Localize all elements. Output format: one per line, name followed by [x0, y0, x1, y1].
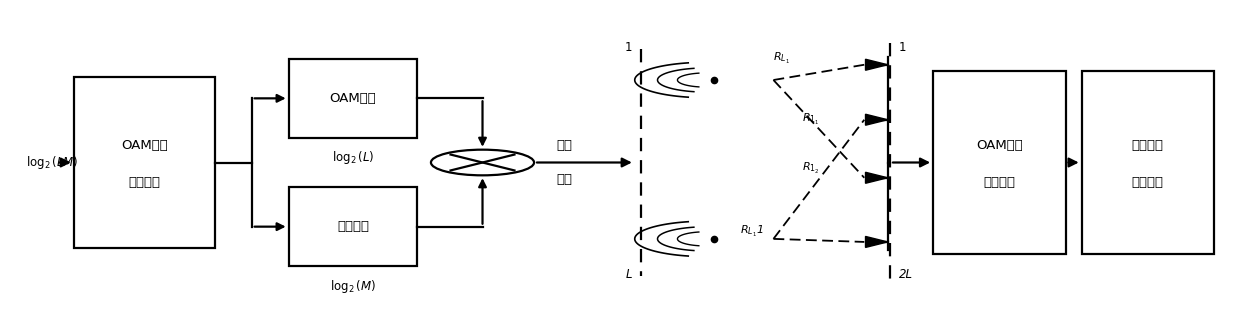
Text: 解调模块: 解调模块: [1132, 176, 1164, 189]
Text: 发送: 发送: [557, 139, 573, 152]
Text: $R_{1_1}$: $R_{1_1}$: [802, 112, 820, 127]
Text: $\log_2(M)$: $\log_2(M)$: [330, 278, 376, 295]
Polygon shape: [866, 59, 888, 70]
Text: OAM模式: OAM模式: [976, 139, 1023, 152]
Text: 映射模块: 映射模块: [128, 176, 160, 189]
Text: 调制符号: 调制符号: [337, 220, 370, 233]
FancyBboxPatch shape: [932, 71, 1065, 254]
Text: $\log_2(LM)$: $\log_2(LM)$: [26, 154, 78, 171]
Text: $R_{1_2}$: $R_{1_2}$: [802, 161, 820, 176]
Text: 2L: 2L: [899, 267, 913, 280]
Text: $\log_2(L)$: $\log_2(L)$: [332, 150, 374, 166]
FancyBboxPatch shape: [289, 187, 418, 266]
Text: 检测模块: 检测模块: [983, 176, 1016, 189]
Text: $R_{L_1}$1: $R_{L_1}$1: [740, 224, 764, 239]
Text: 信号: 信号: [557, 173, 573, 186]
Text: 1: 1: [625, 41, 632, 54]
Text: OAM模式: OAM模式: [330, 92, 377, 105]
Text: $R_{L_1}$: $R_{L_1}$: [774, 51, 790, 66]
Text: L: L: [626, 267, 632, 280]
FancyBboxPatch shape: [73, 77, 215, 248]
Polygon shape: [866, 114, 888, 125]
FancyBboxPatch shape: [289, 58, 418, 138]
Polygon shape: [866, 236, 888, 247]
Polygon shape: [866, 172, 888, 183]
Text: 数字调制: 数字调制: [1132, 139, 1164, 152]
Text: OAM调制: OAM调制: [122, 139, 167, 152]
Text: 1: 1: [899, 41, 906, 54]
FancyBboxPatch shape: [1081, 71, 1214, 254]
